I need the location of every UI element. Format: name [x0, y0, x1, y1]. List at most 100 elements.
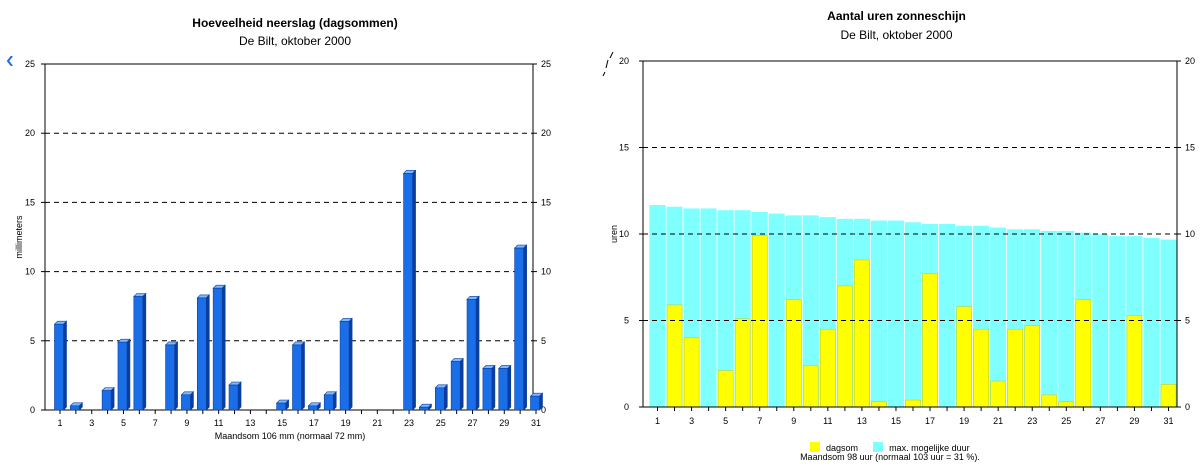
- rain-bar: [133, 292, 147, 411]
- sunshine-bar: [803, 365, 819, 408]
- sunshine-bar: [837, 285, 853, 408]
- max-duration-bar: [870, 219, 888, 408]
- rain-bar: [466, 295, 480, 411]
- rainfall-chart-panel: Hoeveelheid neerslag (dagsommen) De Bilt…: [0, 0, 590, 467]
- rain-bar: [180, 391, 195, 411]
- rain-bar: [323, 391, 337, 411]
- x-tick-label: 13: [245, 418, 255, 428]
- plot-frame: [44, 63, 534, 411]
- y-tick-label: 10: [25, 267, 35, 277]
- x-tick-label: 5: [121, 418, 126, 428]
- sunshine-bar: [905, 399, 921, 408]
- x-tick-label: 15: [891, 416, 901, 426]
- x-tick-label: 7: [757, 416, 762, 426]
- max-duration-bar: [938, 223, 956, 408]
- rain-bar: [498, 364, 512, 411]
- x-tick-label: 17: [925, 416, 935, 426]
- y-tick-label-right: 20: [541, 128, 551, 138]
- y-axis-label: millimeters: [14, 215, 24, 259]
- y-axis-label: uren: [609, 225, 619, 243]
- sunshine-bar: [1058, 401, 1075, 408]
- y-tick-label-right: 20: [1185, 56, 1195, 66]
- legend-swatch-max: [873, 442, 884, 452]
- sunshine-bar: [1160, 384, 1177, 408]
- x-tick-label: 31: [1163, 416, 1173, 426]
- rain-bar: [53, 320, 68, 411]
- rain-bar: [482, 364, 496, 411]
- sunshine-bar: [871, 401, 887, 408]
- x-tick-label: 3: [89, 418, 94, 428]
- y-tick-label-right: 15: [1185, 143, 1195, 153]
- legend-swatch-dagsom: [810, 442, 820, 452]
- sunshine-bar: [734, 318, 751, 408]
- sunshine-bar: [1075, 299, 1092, 408]
- x-tick-label: 11: [214, 418, 223, 428]
- x-tick-label: 9: [184, 418, 189, 428]
- max-duration-bar: [1040, 230, 1059, 408]
- y-tick-label-right: 5: [541, 336, 546, 346]
- y-tick-label: 25: [25, 59, 35, 69]
- sunshine-bar: [956, 306, 972, 408]
- rain-bar: [101, 386, 115, 411]
- rain-bar: [196, 294, 211, 411]
- rainfall-chart-title: Hoeveelheid neerslag (dagsommen): [192, 16, 398, 30]
- max-duration-bar: [1159, 238, 1178, 408]
- sunshine-bar: [990, 380, 1006, 408]
- rain-bar: [69, 402, 84, 411]
- sunshine-chart-footer: Maandsom 98 uur (normaal 103 uur = 31 %)…: [800, 452, 980, 462]
- x-tick-label: 1: [655, 416, 660, 426]
- y-tick-label: 0: [30, 405, 35, 415]
- x-tick-label: 9: [791, 416, 796, 426]
- x-tick-label: 29: [499, 418, 509, 428]
- y-tick-label: 20: [619, 56, 629, 66]
- rain-bar: [450, 357, 464, 411]
- y-tick-label: 15: [25, 197, 35, 207]
- max-duration-bar: [989, 226, 1008, 408]
- sunshine-bar: [1041, 394, 1058, 408]
- rain-bar: [275, 399, 290, 411]
- edge-artifact-mark: [602, 51, 614, 77]
- sunshine-chart-title: Aantal uren zonneschijn: [827, 9, 966, 23]
- max-duration-bar: [699, 207, 718, 408]
- rain-bar: [402, 169, 417, 411]
- sunshine-bar: [922, 273, 938, 408]
- max-duration-bar: [1108, 235, 1127, 408]
- y-tick-label: 0: [624, 402, 629, 412]
- sunshine-bar: [854, 259, 870, 408]
- sunshine-bar: [820, 328, 836, 408]
- y-tick-label-right: 10: [541, 267, 551, 277]
- rain-bar: [117, 338, 131, 411]
- sunshine-bar: [786, 299, 802, 408]
- x-tick-label: 13: [857, 416, 867, 426]
- sunshine-bar: [1007, 328, 1023, 408]
- y-tick-label-right: 0: [1185, 402, 1190, 412]
- x-tick-label: 27: [1095, 416, 1105, 426]
- rain-bar: [434, 384, 449, 411]
- sunshine-chart-panel: Aantal uren zonneschijn De Bilt, oktober…: [590, 0, 1203, 467]
- sunshine-bar: [683, 337, 700, 408]
- x-tick-label: 5: [723, 416, 728, 426]
- sunshine-chart-subtitle: De Bilt, oktober 2000: [840, 28, 953, 42]
- max-duration-bar: [1057, 230, 1076, 408]
- y-tick-label: 20: [25, 128, 35, 138]
- x-tick-label: 23: [1027, 416, 1037, 426]
- y-tick-label: 10: [619, 229, 629, 239]
- sunshine-bar: [751, 235, 768, 408]
- max-duration-bar: [904, 221, 922, 408]
- y-tick-label-right: 15: [541, 197, 551, 207]
- max-duration-bar: [887, 219, 905, 408]
- x-tick-label: 1: [57, 418, 62, 428]
- legend-label-max: max. mogelijke duur: [889, 443, 970, 453]
- x-tick-label: 15: [277, 418, 287, 428]
- rainfall-chart-subtitle: De Bilt, oktober 2000: [238, 34, 352, 48]
- rain-bar: [228, 381, 242, 411]
- rain-bar: [339, 317, 353, 411]
- sunshine-bar: [1024, 325, 1040, 408]
- y-tick-label-right: 5: [1185, 316, 1190, 326]
- x-tick-label: 21: [372, 418, 382, 428]
- y-tick-label-right: 10: [1185, 229, 1195, 239]
- x-tick-label: 7: [153, 418, 158, 428]
- x-tick-label: 31: [531, 418, 541, 428]
- x-tick-label: 25: [436, 418, 446, 428]
